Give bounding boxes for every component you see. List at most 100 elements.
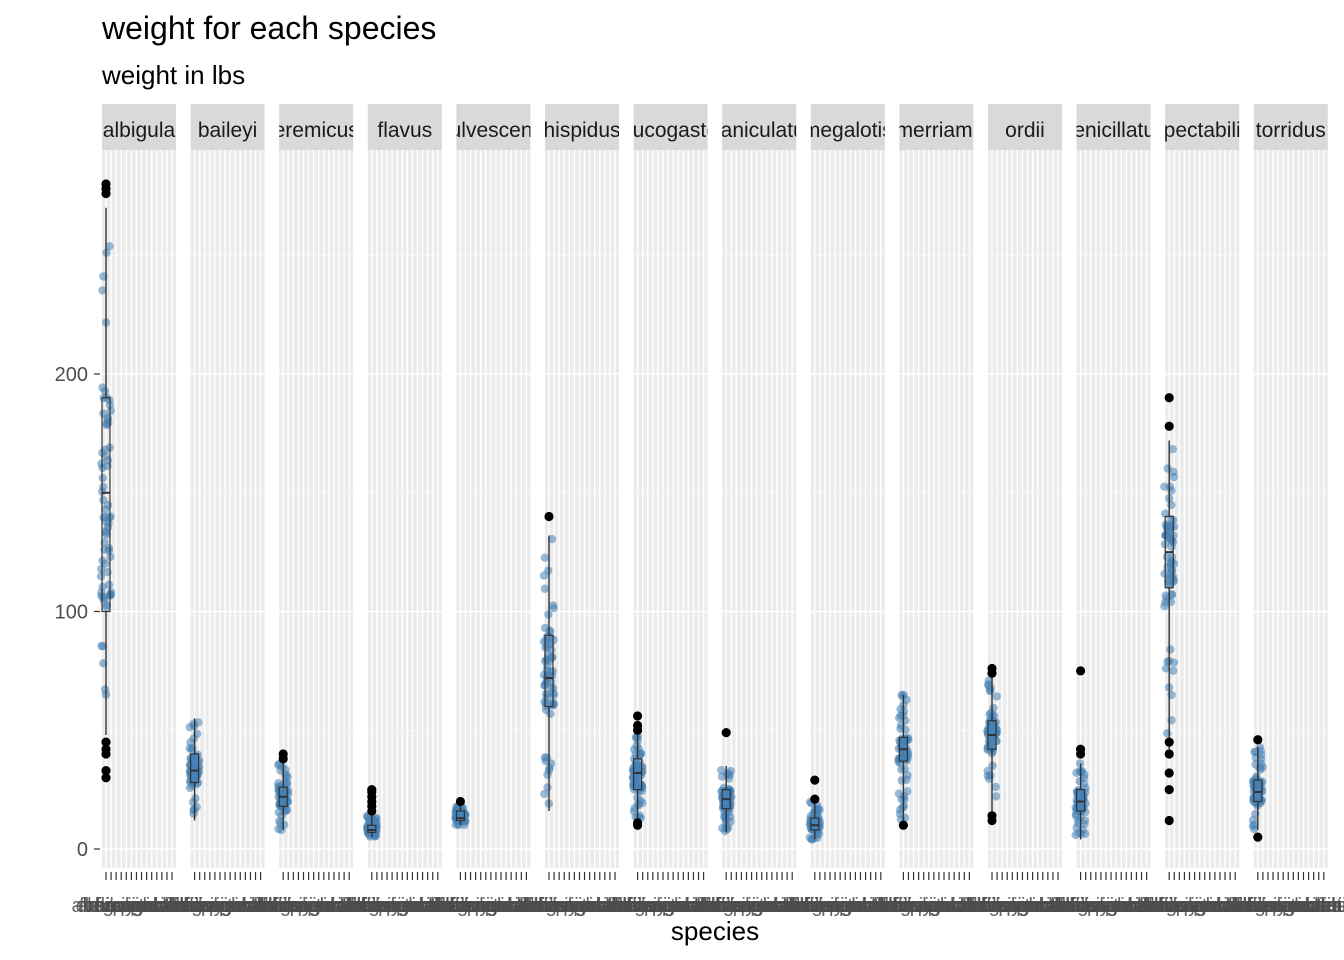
x-tick-label: spectabilis (120, 895, 213, 917)
data-point (275, 816, 284, 826)
box (632, 758, 643, 791)
outlier-point (810, 775, 820, 785)
outlier-point (633, 818, 643, 828)
x-tick-label: fulvescens (699, 895, 794, 917)
y-tick-label: 100 (55, 602, 88, 624)
x-tick-label: spectabilis (1272, 895, 1344, 917)
data-point (106, 591, 115, 600)
facet-label: merriami (896, 119, 978, 142)
x-tick-label: ordii (847, 895, 885, 917)
x-tick-label: spectabilis (918, 895, 1011, 917)
x-tick-label: ordii (315, 895, 353, 917)
x-tick-label: eremicus (519, 895, 600, 917)
x-tick-label: baileyi (1057, 895, 1114, 917)
facet-strip (545, 104, 619, 150)
outlier-point (101, 766, 111, 776)
facet-panel-bg (545, 150, 619, 868)
outlier-point (898, 820, 909, 830)
x-tick-label: albigula (249, 895, 319, 917)
x-tick-label: penicillatus (467, 895, 566, 917)
data-point (98, 592, 108, 602)
facet-torridus: torridusalbigulabaileyieremicusflavusful… (1223, 104, 1344, 917)
x-tick-label: leucogaster (439, 895, 543, 917)
data-point (811, 804, 820, 814)
data-point (991, 792, 1001, 801)
x-tick-label: albigula (603, 895, 673, 917)
x-tick-label: flavus (538, 895, 590, 917)
facet-label: albigula (103, 119, 176, 142)
facet-penicillatus: penicillatusalbigulabaileyieremicusflavu… (1046, 104, 1188, 917)
outlier-point (101, 737, 111, 747)
outlier-point (1253, 735, 1263, 745)
x-tick-label: merriami (556, 895, 634, 917)
x-tick-label: flavus (184, 895, 236, 917)
chart-title: weight for each species (102, 10, 437, 46)
x-tick-label: albigula (337, 895, 407, 917)
x-tick-label: maniculatus (354, 895, 461, 917)
data-point (540, 584, 550, 593)
facet-label: flavus (377, 119, 432, 142)
x-tick-label: ordii (758, 895, 796, 917)
x-tick-label: fulvescens (1231, 895, 1326, 917)
box (367, 824, 377, 833)
facet-panel-bg (1253, 150, 1328, 868)
x-tick-label: merriami (290, 895, 368, 917)
data-point (986, 683, 995, 692)
data-point (630, 803, 639, 813)
data-point (903, 771, 912, 780)
x-tick-label: ordii (1290, 895, 1328, 917)
data-point (101, 452, 110, 461)
data-point (1166, 559, 1175, 568)
data-point (1250, 781, 1259, 791)
x-tick-label: flavus (272, 895, 324, 917)
facet-baileyi: baileyialbigulabaileyieremicusflavusfulv… (160, 104, 302, 917)
outlier-point (1164, 393, 1174, 403)
data-point (282, 778, 292, 787)
x-tick-label: spectabilis (740, 895, 833, 917)
x-tick-label: leucogaster (173, 895, 277, 917)
x-tick-label: baileyi (526, 895, 583, 917)
facet-panel-bg (722, 150, 797, 868)
x-tick-label: hispidus (626, 895, 699, 917)
outlier-point (633, 711, 643, 721)
x-tick-label: eremicus (1139, 895, 1220, 917)
facet-label: eremicus (274, 119, 359, 142)
x-tick-label: flavus (627, 895, 679, 917)
x-tick-label: leucogaster (616, 895, 720, 917)
data-point (1161, 598, 1170, 607)
data-point (717, 772, 727, 781)
x-tick-label: megalotis (990, 895, 1076, 917)
data-point (897, 765, 906, 774)
outlier-point (1164, 768, 1174, 778)
data-point (897, 795, 906, 804)
x-tick-label: albigula (1135, 895, 1205, 917)
facet-ordii: ordiialbigulabaileyieremicusflavusfulves… (958, 104, 1100, 917)
x-tick-label: hispidus (272, 895, 345, 917)
x-tick-label: megalotis (458, 895, 544, 917)
facet-label: penicillatus (1062, 119, 1166, 142)
outlier-point (1076, 666, 1086, 676)
facet-fulvescens: fulvescensalbigulabaileyieremicusflavusf… (426, 104, 568, 917)
x-tick-label: ordii (404, 895, 442, 917)
x-tick-label: penicillatus (1176, 895, 1275, 917)
outlier-point (101, 773, 111, 783)
x-tick-label: megalotis (547, 895, 633, 917)
x-tick-label: spectabilis (1006, 895, 1099, 917)
x-tick-label: hispidus (892, 895, 965, 917)
x-tick-label: torridus (1202, 895, 1269, 917)
x-tick-label: maniculatus (1063, 895, 1170, 917)
x-tick-label: albigula (869, 895, 939, 917)
x-tick-label: leucogaster (1059, 895, 1163, 917)
data-point (97, 564, 106, 574)
data-point (543, 770, 552, 779)
facet-panel-bg (1165, 150, 1240, 868)
facet-panel-bg (456, 150, 531, 868)
x-tick-label: eremicus (696, 895, 777, 917)
x-tick-label: torridus (316, 895, 383, 917)
x-tick-label: merriami (644, 895, 722, 917)
x-tick-label: torridus (493, 895, 560, 917)
data-point (98, 473, 107, 483)
facet-panel-bg (102, 150, 176, 868)
data-point (185, 783, 195, 793)
